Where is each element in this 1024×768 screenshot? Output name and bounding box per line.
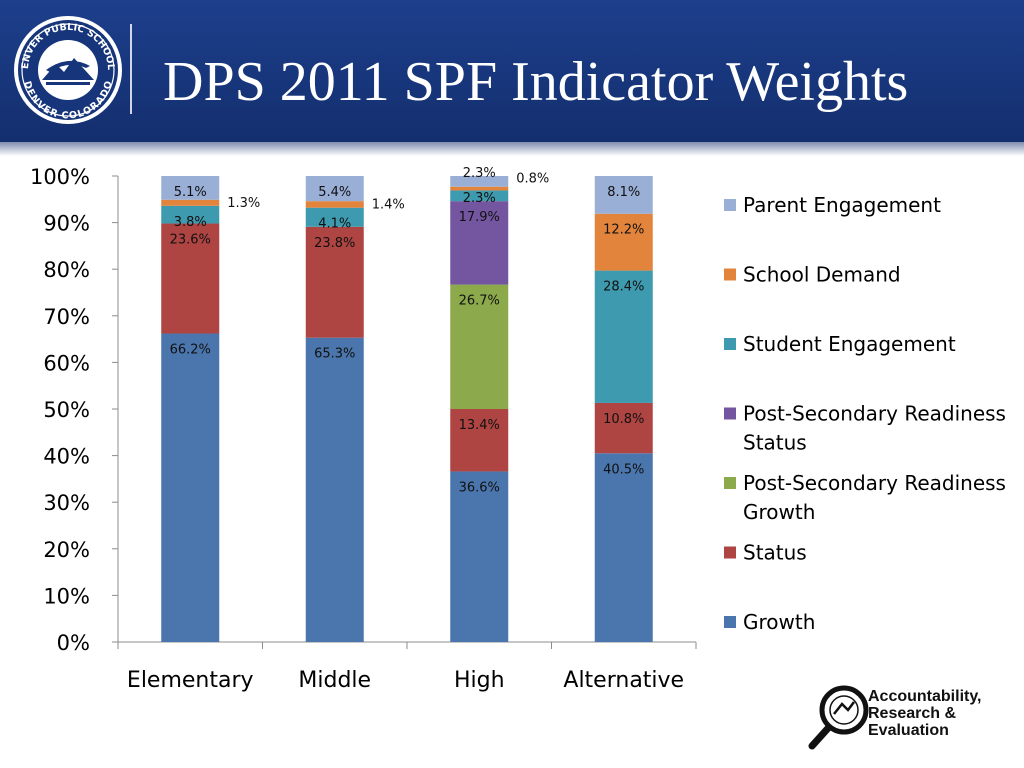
org-line-2: Research &	[868, 705, 957, 722]
bar-segment	[450, 409, 509, 472]
bar-segment	[594, 176, 653, 214]
data-label: 10.8%	[603, 412, 644, 427]
legend-swatch	[724, 477, 736, 489]
bar-segment	[594, 213, 653, 271]
bar-segment	[450, 471, 509, 642]
legend-label: School Demand	[743, 263, 901, 287]
legend-swatch	[724, 338, 736, 350]
legend-swatch	[724, 546, 736, 559]
bar-segment	[594, 402, 653, 454]
data-label: 66.2%	[170, 343, 211, 358]
x-tick-label: Alternative	[563, 668, 684, 693]
legend-swatch	[724, 199, 736, 211]
data-label: 23.6%	[170, 233, 211, 248]
dps-logo: DENVER PUBLIC SCHOOLS DENVER COLORADO	[12, 14, 122, 124]
bar-segment	[594, 453, 653, 642]
data-label: 0.8%	[516, 172, 549, 187]
bar-segment	[450, 186, 509, 191]
bar-segment	[161, 199, 220, 206]
x-tick-label: Middle	[298, 668, 371, 693]
data-label: 26.7%	[459, 294, 500, 309]
y-tick-label: 90%	[43, 212, 90, 236]
x-tick-label: High	[454, 668, 505, 693]
data-label: 40.5%	[603, 462, 644, 477]
data-label: 28.4%	[603, 280, 644, 295]
legend-label: Post-Secondary Readiness	[743, 402, 1006, 426]
data-label: 5.4%	[318, 185, 351, 200]
bar-segment	[305, 226, 364, 338]
y-tick-label: 10%	[43, 584, 90, 608]
stacked-bar-chart: 0% 10% 20% 30% 40% 50% 60% 70% 80% 90% 100% 66.2% 23…	[30, 165, 1006, 693]
data-label: 5.1%	[174, 185, 207, 200]
bar-segment	[450, 176, 509, 187]
legend-swatch	[724, 407, 736, 420]
y-tick-label: 50%	[43, 398, 90, 422]
bar-segment	[161, 333, 220, 642]
legend-label: Parent Engagement	[743, 193, 941, 217]
data-label: 3.8%	[174, 215, 207, 230]
bar-segment	[450, 190, 509, 202]
data-label: 2.3%	[463, 166, 496, 181]
y-tick-label: 20%	[43, 538, 90, 562]
bar-segment	[594, 270, 653, 403]
header-bar	[0, 0, 1024, 142]
bar-segment	[161, 223, 220, 334]
data-label: 2.3%	[463, 191, 496, 206]
data-label: 17.9%	[459, 210, 500, 225]
page-title: DPS 2011 SPF Indicator Weights	[163, 51, 909, 113]
y-tick-label: 0%	[57, 631, 90, 655]
y-tick-label: 60%	[43, 351, 90, 375]
org-line-3: Evaluation	[868, 722, 949, 739]
y-tick-label: 40%	[43, 445, 90, 469]
bar-segment	[305, 201, 364, 208]
bar-segment	[305, 337, 364, 642]
x-tick-label: Elementary	[127, 668, 254, 693]
bar-segment	[161, 176, 220, 200]
data-label: 8.1%	[607, 185, 640, 200]
legend-label: Status	[743, 541, 807, 565]
are-org-name: Accountability, Research & Evaluation	[868, 688, 982, 739]
legend-label: Status	[743, 431, 807, 455]
legend-label: Growth	[743, 610, 815, 634]
data-label: 65.3%	[314, 347, 355, 362]
legend-label: Student Engagement	[743, 332, 956, 356]
data-label: 23.8%	[314, 236, 355, 251]
bar-segment	[305, 207, 364, 227]
y-tick-label: 80%	[43, 258, 90, 282]
bar-segment	[450, 284, 509, 409]
bar-segment	[450, 201, 509, 285]
y-tick-label: 30%	[43, 491, 90, 515]
bar-segment	[161, 205, 220, 224]
legend-swatch	[724, 616, 736, 628]
are-logo	[808, 685, 869, 750]
y-tick-label: 70%	[43, 305, 90, 329]
data-label: 1.4%	[372, 197, 405, 212]
bar-segment	[305, 176, 364, 202]
header-divider	[130, 24, 132, 114]
legend-label: Post-Secondary Readiness	[743, 471, 1006, 495]
org-line-1: Accountability,	[868, 688, 982, 705]
data-label: 12.2%	[603, 223, 644, 238]
legend-swatch	[724, 268, 736, 281]
data-label: 13.4%	[459, 418, 500, 433]
header-shadow	[0, 142, 1024, 156]
data-label: 1.3%	[227, 196, 260, 211]
data-label: 4.1%	[318, 217, 351, 232]
legend-label: Growth	[743, 500, 815, 524]
y-tick-label: 100%	[30, 165, 90, 189]
data-label: 36.6%	[459, 480, 500, 495]
